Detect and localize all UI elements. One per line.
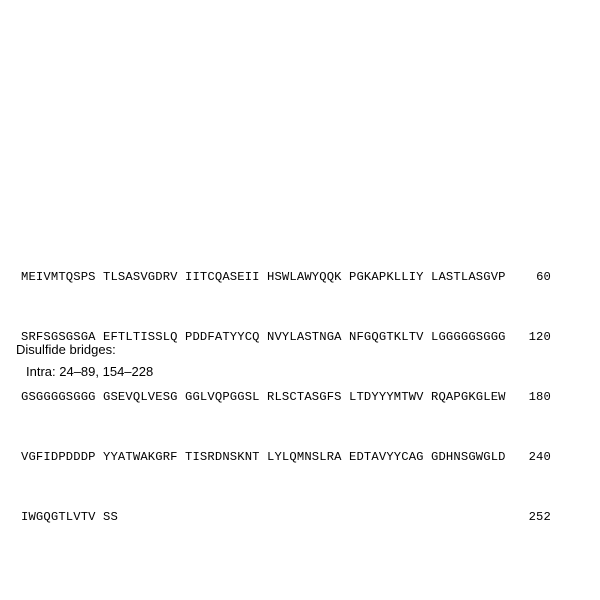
sequence-row: IWGQGTLVTV SS 252 xyxy=(21,507,551,527)
sequence-groups: VGFIDPDDDP YYATWAKGRF TISRDNSKNT LYLQMNS… xyxy=(21,447,513,467)
sequence-group xyxy=(349,507,431,527)
sequence-group: EDTAVYYCAG xyxy=(349,447,431,467)
sequence-group: RLSCTASGFS xyxy=(267,387,349,407)
annotations-block: Disulfide bridges: Intra: 24–89, 154–228 xyxy=(16,339,153,383)
sequence-group: LASTLASGVP xyxy=(431,267,513,287)
sequence-group: VGFIDPDDDP xyxy=(21,447,103,467)
sequence-group: GSEVQLVESG xyxy=(103,387,185,407)
sequence-group: NFGQGTKLTV xyxy=(349,327,431,347)
sequence-group: IWGQGTLVTV xyxy=(21,507,103,527)
sequence-position: 180 xyxy=(513,387,551,407)
sequence-group: IITCQASEII xyxy=(185,267,267,287)
sequence-row: MEIVMTQSPS TLSASVGDRV IITCQASEII HSWLAWY… xyxy=(21,267,551,287)
sequence-group: PGKAPKLLIY xyxy=(349,267,431,287)
sequence-group: LYLQMNSLRA xyxy=(267,447,349,467)
sequence-group: GDHNSGWGLD xyxy=(431,447,513,467)
sequence-group: YYATWAKGRF xyxy=(103,447,185,467)
sequence-group xyxy=(267,507,349,527)
sequence-row: GSGGGGSGGG GSEVQLVESG GGLVQPGGSL RLSCTAS… xyxy=(21,387,551,407)
sequence-groups: GSGGGGSGGG GSEVQLVESG GGLVQPGGSL RLSCTAS… xyxy=(21,387,513,407)
sequence-group: LTDYYYMTWV xyxy=(349,387,431,407)
sequence-group: LGGGGGSGGG xyxy=(431,327,513,347)
sequence-group: NVYLASTNGA xyxy=(267,327,349,347)
sequence-position: 252 xyxy=(513,507,551,527)
sequence-groups: MEIVMTQSPS TLSASVGDRV IITCQASEII HSWLAWY… xyxy=(21,267,513,287)
annotation-title: Disulfide bridges: xyxy=(16,339,153,361)
page-container: MEIVMTQSPS TLSASVGDRV IITCQASEII HSWLAWY… xyxy=(0,0,600,600)
sequence-group: SS xyxy=(103,507,185,527)
sequence-group: GSGGGGSGGG xyxy=(21,387,103,407)
sequence-block: MEIVMTQSPS TLSASVGDRV IITCQASEII HSWLAWY… xyxy=(21,227,551,567)
sequence-row: VGFIDPDDDP YYATWAKGRF TISRDNSKNT LYLQMNS… xyxy=(21,447,551,467)
sequence-group xyxy=(431,507,513,527)
sequence-position: 240 xyxy=(513,447,551,467)
sequence-group: HSWLAWYQQK xyxy=(267,267,349,287)
sequence-group: TISRDNSKNT xyxy=(185,447,267,467)
sequence-group: RQAPGKGLEW xyxy=(431,387,513,407)
sequence-group: TLSASVGDRV xyxy=(103,267,185,287)
annotation-body: Intra: 24–89, 154–228 xyxy=(16,361,153,383)
sequence-group: MEIVMTQSPS xyxy=(21,267,103,287)
sequence-position: 120 xyxy=(513,327,551,347)
sequence-group: GGLVQPGGSL xyxy=(185,387,267,407)
sequence-group: PDDFATYYCQ xyxy=(185,327,267,347)
sequence-group xyxy=(185,507,267,527)
sequence-position: 60 xyxy=(513,267,551,287)
sequence-groups: IWGQGTLVTV SS xyxy=(21,507,513,527)
